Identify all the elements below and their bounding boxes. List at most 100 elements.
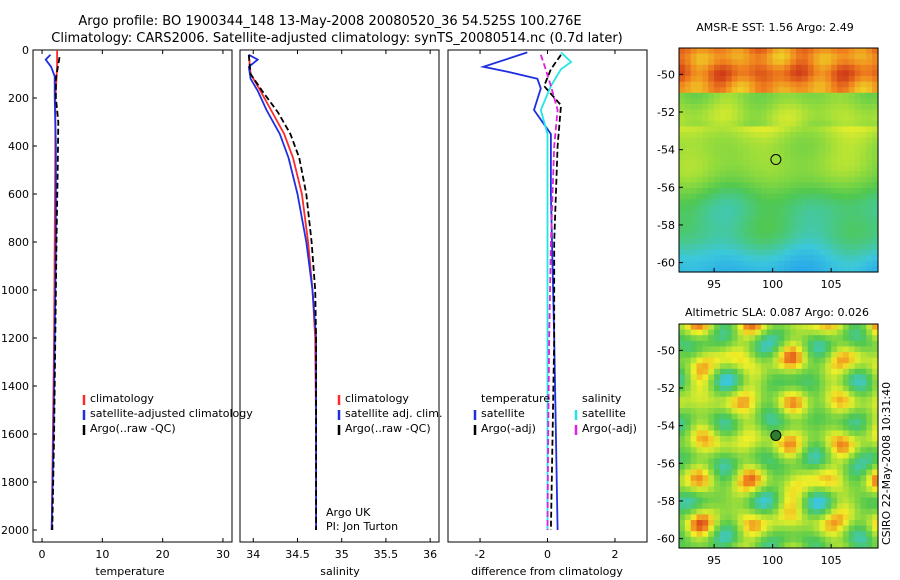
heatmap-cell	[725, 210, 733, 217]
heatmap-cell	[708, 514, 715, 521]
heatmap-cell	[831, 48, 838, 55]
heatmap-cell	[790, 447, 797, 454]
heatmap-cell	[813, 260, 821, 267]
heatmap-cell	[690, 475, 698, 482]
heatmap-cell	[837, 148, 844, 155]
heatmap-cell	[749, 486, 756, 493]
heatmap-cell	[784, 346, 791, 353]
heatmap-cell	[690, 227, 698, 234]
heatmap-cell	[725, 469, 733, 476]
heatmap-cell	[813, 48, 821, 55]
heatmap-cell	[696, 492, 704, 499]
heatmap-cell	[778, 98, 785, 105]
heatmap-cell	[813, 503, 821, 510]
y-tick-label: -58	[657, 219, 675, 232]
heatmap-cell	[784, 464, 791, 471]
heatmap-cell	[719, 380, 727, 387]
heatmap-cell	[807, 76, 815, 83]
heatmap-cell	[696, 165, 704, 172]
heatmap-cell	[784, 216, 791, 223]
heatmap-cell	[696, 475, 704, 482]
heatmap-cell	[702, 64, 709, 71]
y-tick-label: 1400	[1, 380, 29, 393]
heatmap-cell	[801, 255, 809, 262]
heatmap-cell	[825, 492, 832, 499]
heatmap-cell	[784, 199, 791, 206]
heatmap-cell	[731, 115, 739, 122]
heatmap-cell	[848, 380, 856, 387]
heatmap-cell	[860, 154, 867, 161]
heatmap-cell	[790, 508, 797, 515]
heatmap-cell	[807, 87, 815, 94]
heatmap-cell	[684, 447, 692, 454]
heatmap-cell	[719, 402, 727, 409]
heatmap-cell	[679, 176, 686, 183]
heatmap-cell	[848, 508, 856, 515]
heatmap-cell	[837, 171, 844, 178]
heatmap-cell	[848, 48, 856, 55]
heatmap-cell	[755, 525, 762, 532]
heatmap-cell	[784, 115, 791, 122]
heatmap-cell	[848, 126, 856, 133]
heatmap-cell	[737, 160, 744, 167]
series-line-1	[247, 54, 318, 530]
heatmap-cell	[690, 48, 698, 55]
heatmap-cell	[866, 232, 873, 239]
heatmap-cell	[860, 70, 867, 77]
y-tick-label: -54	[657, 144, 675, 157]
heatmap-cell	[825, 227, 832, 234]
heatmap-cell	[825, 503, 832, 510]
heatmap-cell	[790, 391, 797, 398]
heatmap-cell	[743, 458, 750, 465]
heatmap-cell	[831, 492, 838, 499]
heatmap-cell	[760, 508, 768, 515]
heatmap-cell	[766, 199, 774, 206]
heatmap-cell	[684, 508, 692, 515]
heatmap-cell	[784, 324, 791, 331]
heatmap-cell	[708, 363, 715, 370]
heatmap-cell	[819, 227, 826, 234]
difference-series	[479, 51, 573, 531]
heatmap-cell	[807, 204, 815, 211]
heatmap-cell	[760, 143, 768, 150]
heatmap-cell	[801, 120, 809, 127]
heatmap-cell	[690, 120, 698, 127]
heatmap-cell	[801, 109, 809, 116]
heatmap-cell	[784, 357, 791, 364]
heatmap-cell	[737, 514, 744, 521]
heatmap-cell	[831, 87, 838, 94]
heatmap-cell	[790, 324, 797, 331]
heatmap-cell	[848, 368, 856, 375]
heatmap-cell	[702, 436, 709, 443]
heatmap-cell	[778, 81, 785, 88]
heatmap-cell	[772, 380, 780, 387]
heatmap-cell	[737, 120, 744, 127]
heatmap-cell	[766, 514, 774, 521]
heatmap-cell	[684, 503, 692, 510]
heatmap-cell	[690, 70, 698, 77]
heatmap-cell	[679, 396, 686, 403]
heatmap-cell	[679, 238, 686, 245]
heatmap-cell	[719, 475, 727, 482]
heatmap-cell	[854, 238, 862, 245]
heatmap-cell	[690, 81, 698, 88]
heatmap-cell	[737, 357, 744, 364]
heatmap-cell	[737, 508, 744, 515]
heatmap-cell	[801, 503, 809, 510]
heatmap-cell	[702, 525, 709, 532]
heatmap-cell	[702, 374, 709, 381]
heatmap-cell	[690, 447, 698, 454]
heatmap-cell	[772, 368, 780, 375]
heatmap-cell	[778, 87, 785, 94]
heatmap-cell	[731, 531, 739, 538]
heatmap-cell	[831, 81, 838, 88]
heatmap-cell	[801, 115, 809, 122]
heatmap-cell	[690, 413, 698, 420]
x-tick-label: 34	[246, 548, 260, 561]
heatmap-cell	[749, 115, 756, 122]
heatmap-cell	[743, 70, 750, 77]
heatmap-cell	[848, 249, 856, 256]
heatmap-cell	[842, 469, 850, 476]
heatmap-cell	[819, 408, 826, 415]
heatmap-cell	[848, 53, 856, 60]
